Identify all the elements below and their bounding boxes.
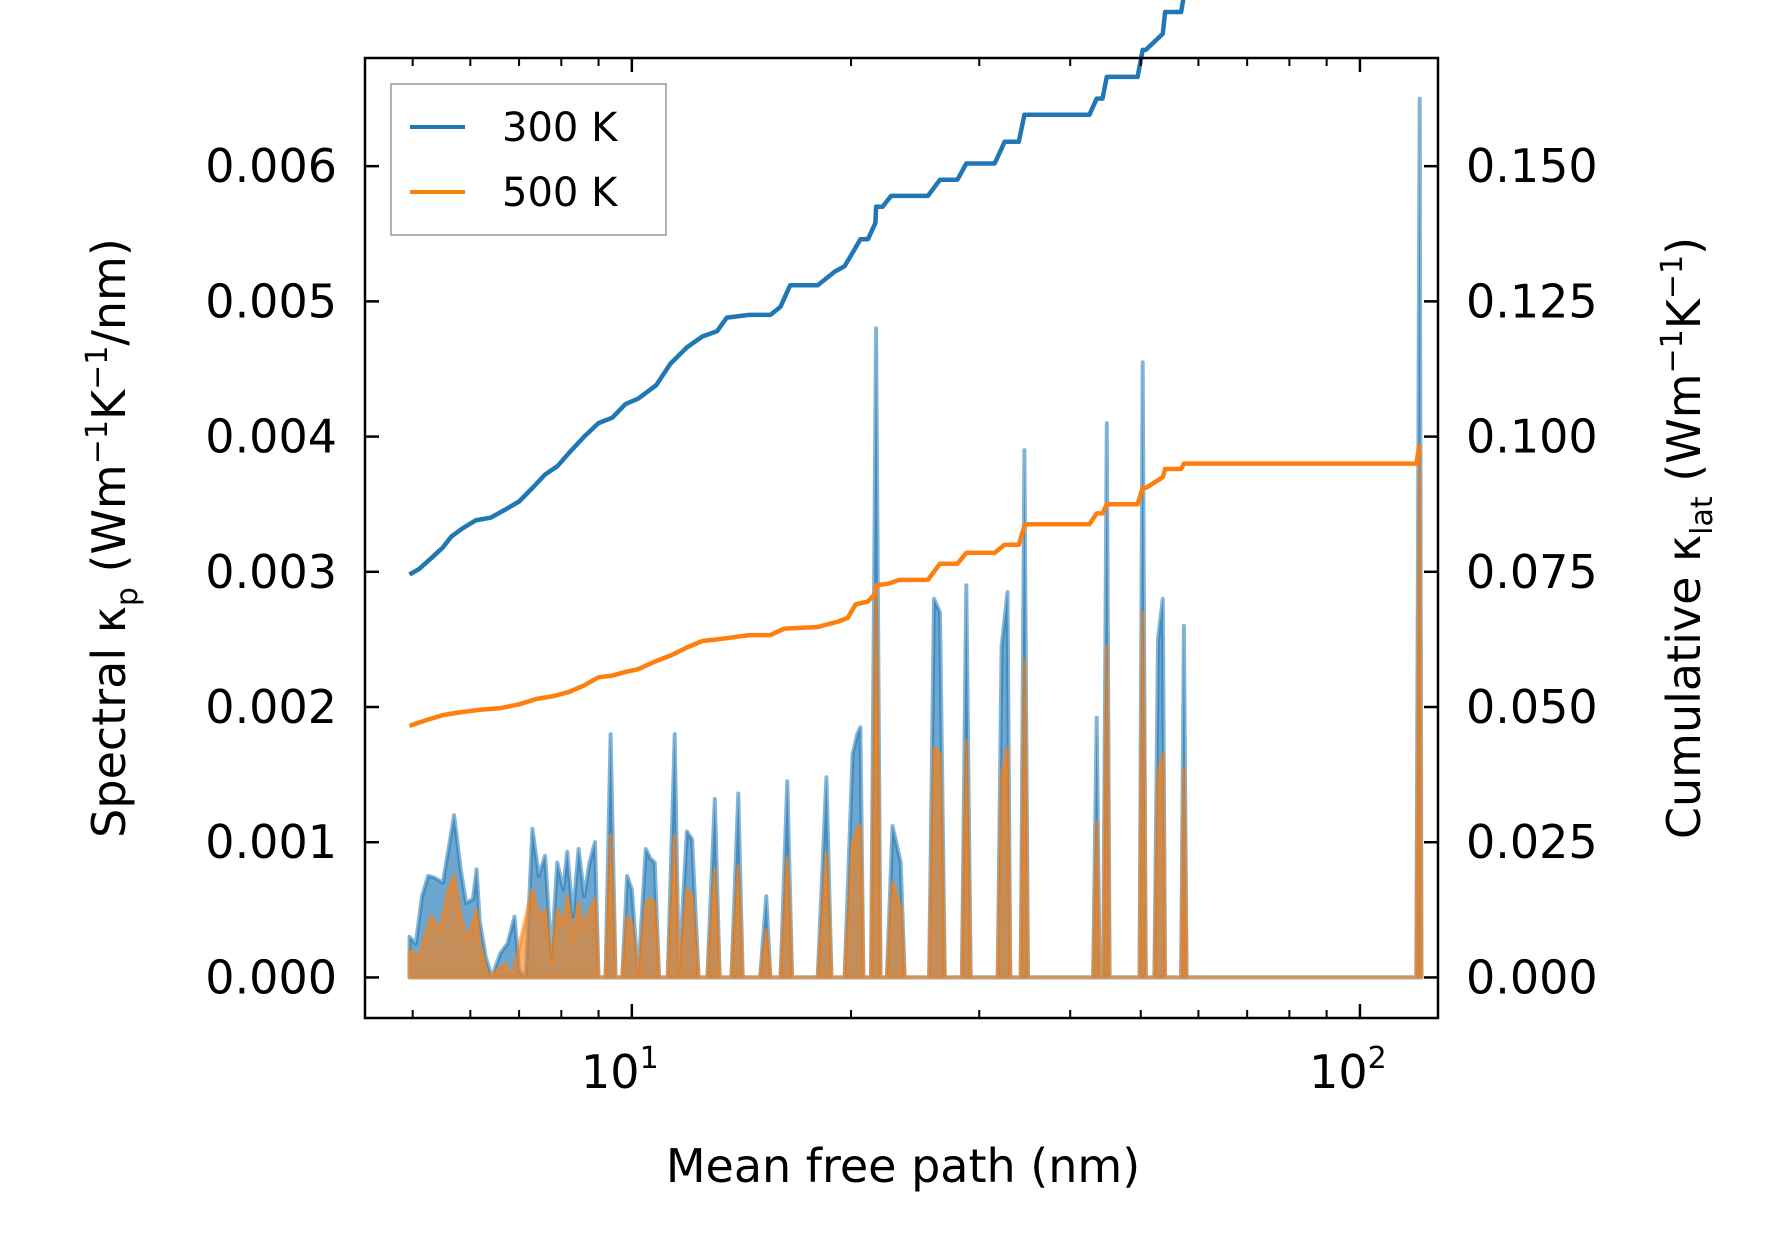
data-lines <box>408 0 1422 729</box>
y-right-tick-label: 0.125 <box>1466 274 1598 328</box>
x-tick-label: 102 <box>1309 1041 1387 1099</box>
y-right-suffix-a: (Wm <box>1657 373 1711 496</box>
y-left-sup1: −1 <box>80 420 115 464</box>
y-left-suffix-b: /nm) <box>82 238 136 345</box>
legend-label-300k: 300 K <box>502 105 619 151</box>
spectral-area-500k <box>407 448 1424 980</box>
legend-label-500k: 500 K <box>502 170 619 216</box>
y-left-sup2: −1 <box>80 346 115 390</box>
y-left-sub: p <box>110 587 145 606</box>
cumulative-line-300k <box>408 0 1186 577</box>
y-right-tick-label: 0.025 <box>1466 815 1598 869</box>
y-left-tick-label: 0.003 <box>205 545 337 599</box>
y-right-mid: K <box>1657 297 1711 329</box>
y-right-tick-label: 0.050 <box>1466 680 1598 734</box>
cumulative-line-500k <box>408 444 1422 729</box>
legend: 300 K 500 K <box>390 83 667 236</box>
legend-box <box>390 83 667 236</box>
y-axis-title-right: Cumulative κlat (Wm−1K−1) <box>1655 237 1720 839</box>
y-left-tick-label: 0.004 <box>205 410 337 464</box>
plot-frame <box>363 56 1440 1020</box>
x-tick-label: 101 <box>581 1041 659 1099</box>
y-left-tick-label: 0.001 <box>205 815 337 869</box>
y-right-tick-label: 0.000 <box>1466 950 1598 1004</box>
y-left-tick-label: 0.005 <box>205 274 337 328</box>
spectral-fills <box>407 96 1424 980</box>
y-axis-title-left: Spectral κp (Wm−1K−1/nm) <box>80 238 145 838</box>
y-right-tick-label: 0.150 <box>1466 139 1598 193</box>
y-left-mid: K <box>82 388 136 420</box>
y-left-prefix: Spectral κ <box>82 606 136 838</box>
y-right-sup2: −1 <box>1655 255 1690 299</box>
y-left-tick-label: 0.006 <box>205 139 337 193</box>
y-left-suffix-a: (Wm <box>82 464 136 587</box>
y-left-tick-label: 0.002 <box>205 680 337 734</box>
y-right-tick-label: 0.075 <box>1466 545 1598 599</box>
y-right-prefix: Cumulative κ <box>1657 535 1711 839</box>
axis-ticks: 0.000 0.001 0.002 0.003 0.004 0.005 0.006 0.000… <box>205 58 1598 1099</box>
y-right-sub: lat <box>1685 496 1720 535</box>
y-right-sup1: −1 <box>1655 329 1690 373</box>
y-right-tick-label: 0.100 <box>1466 410 1598 464</box>
y-right-suffix-b: ) <box>1657 237 1711 255</box>
y-left-tick-label: 0.000 <box>205 950 337 1004</box>
x-axis-title: Mean free path (nm) <box>666 1139 1140 1193</box>
